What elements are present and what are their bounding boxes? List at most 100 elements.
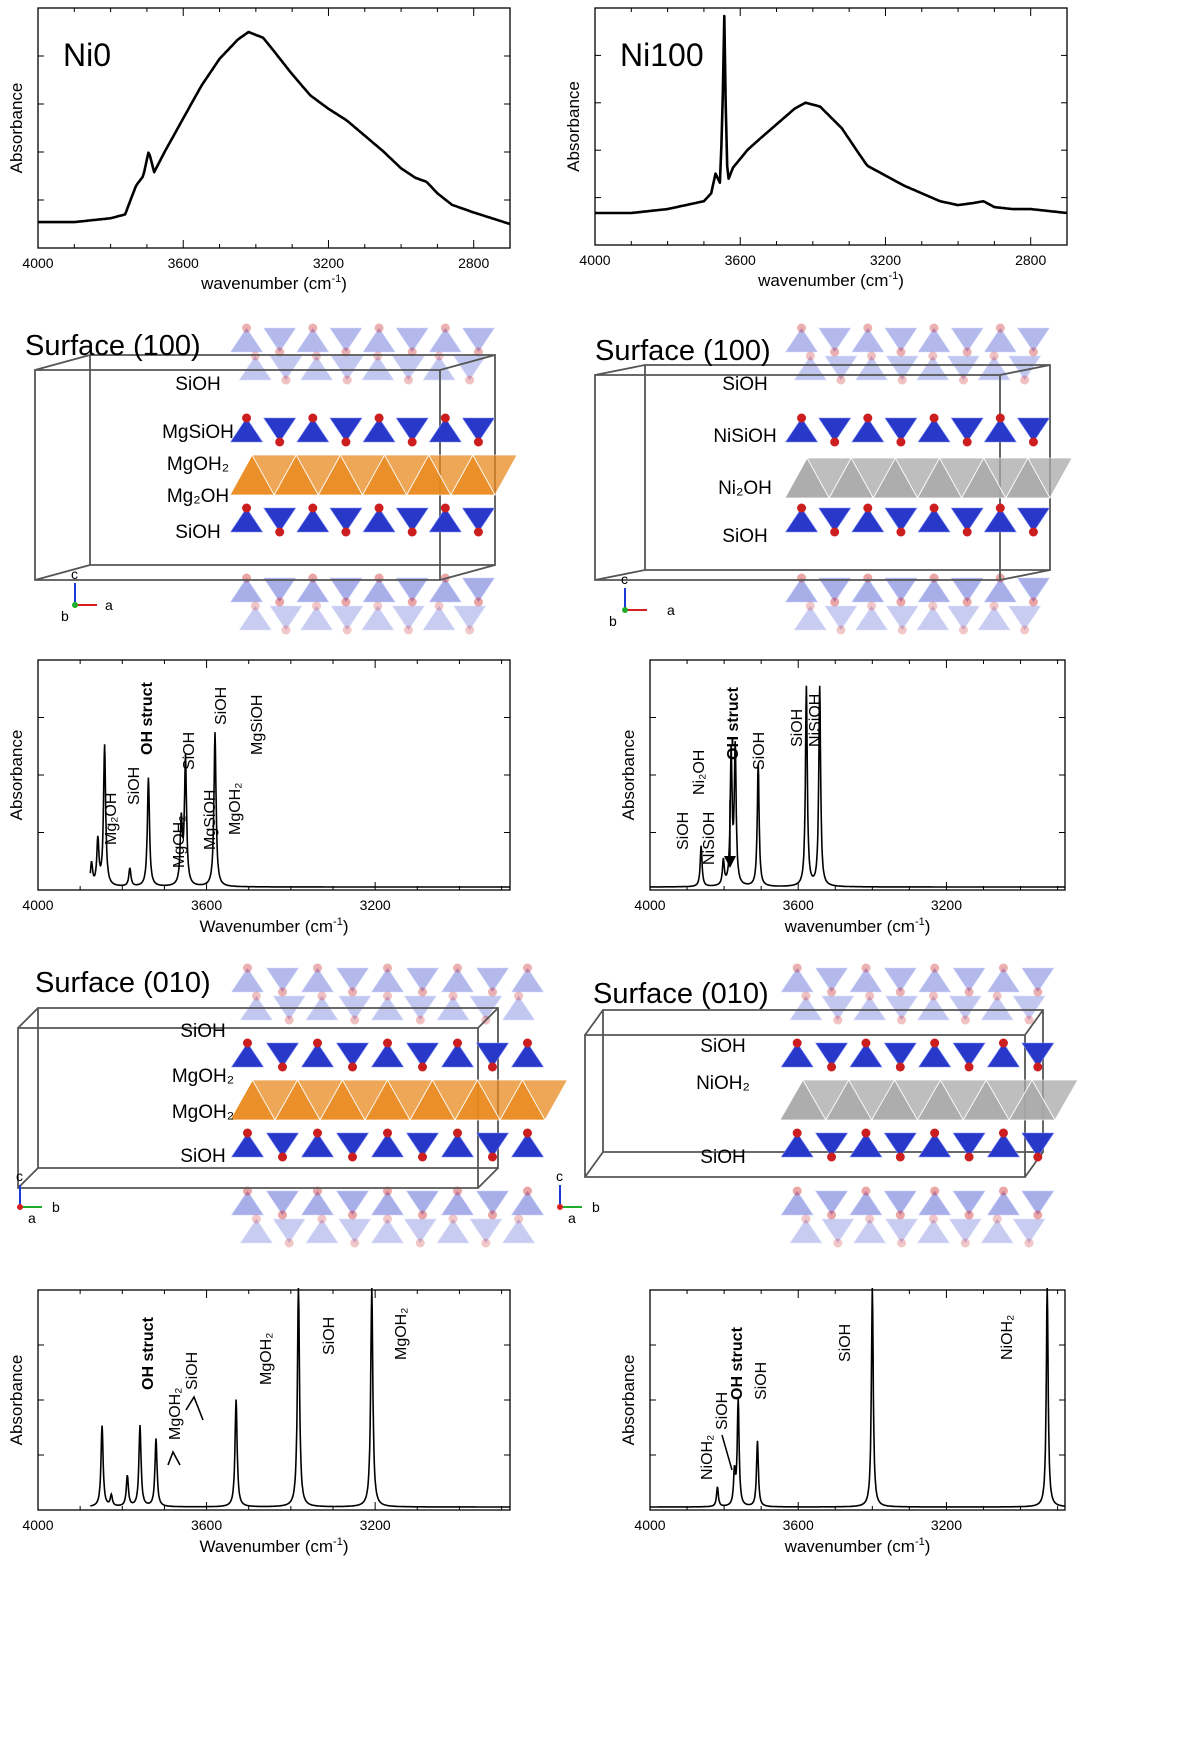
oxygen-atom: [861, 963, 871, 973]
oxygen-atom: [250, 351, 260, 361]
layer-label: SiOH: [722, 374, 767, 395]
sio4-tetrahedron: [461, 417, 495, 443]
sio4-tetrahedron: [300, 1132, 335, 1158]
sio4-tetrahedron: [849, 1042, 883, 1068]
sio4-tetrahedron: [884, 577, 918, 603]
oxygen-atom: [278, 987, 287, 997]
oxygen-atom: [275, 527, 285, 537]
x-axis-title: wavenumber (cm-1): [784, 916, 931, 936]
oxygen-atom: [373, 351, 383, 361]
layer-label: SiOH: [722, 526, 767, 547]
oxygen-atom: [992, 1214, 1002, 1224]
oxygen-atom: [250, 601, 260, 611]
sio4-tetrahedron: [883, 967, 917, 993]
peak-label: MgSiOH: [202, 790, 219, 850]
peak-label: MgOH₂: [167, 1388, 184, 1440]
x-tick-label: 4000: [634, 1517, 665, 1533]
oxygen-atom: [995, 323, 1005, 333]
oxygen-atom: [275, 437, 285, 447]
sio4-tetrahedron: [510, 1190, 545, 1216]
sio4-tetrahedron: [983, 577, 1017, 603]
spectrum-curve: [650, 685, 1065, 888]
c-axis-label: c: [621, 571, 628, 587]
sio4-tetrahedron: [329, 417, 363, 443]
sio4-tetrahedron: [405, 1190, 440, 1216]
sio4-tetrahedron: [980, 1218, 1014, 1244]
sio4-tetrahedron: [422, 605, 456, 631]
oxygen-atom: [1020, 375, 1030, 385]
oxygen-atom: [453, 1038, 462, 1048]
sio4-tetrahedron: [883, 1190, 917, 1216]
sio4-tetrahedron: [815, 967, 849, 993]
sio4-tetrahedron: [818, 507, 852, 533]
peak-label: SiOH: [126, 767, 143, 805]
oxygen-atom: [992, 991, 1002, 1001]
oxygen-atom: [488, 1062, 497, 1072]
sio4-tetrahedron: [335, 1132, 370, 1158]
sio4-tetrahedron: [475, 1190, 510, 1216]
leader-line: [185, 1395, 204, 1421]
octahedron: [472, 454, 518, 496]
oxygen-atom: [374, 573, 384, 583]
oxygen-atom: [863, 573, 873, 583]
oxygen-atom: [929, 503, 939, 513]
oxygen-atom: [465, 625, 475, 635]
sio4-tetrahedron: [818, 417, 852, 443]
spectrum-curve: [90, 1287, 510, 1508]
exp-panel-ni100: 4000 3600 3200 2800 wavenumber (cm-1) Absorba…: [564, 0, 1180, 300]
sio4-tetrahedron: [855, 355, 889, 381]
peak-label: NiSiOH: [807, 694, 824, 747]
sio4-tetrahedron: [475, 1132, 510, 1158]
sio4-tetrahedron: [230, 1190, 265, 1216]
x-tick-label: 3200: [931, 897, 962, 913]
oxygen-atom: [278, 1062, 287, 1072]
peak-label: NiOH₂: [999, 1315, 1016, 1360]
sio4-tetrahedron: [818, 327, 852, 353]
oxygen-atom: [383, 963, 392, 973]
oxygen-atom: [867, 601, 877, 611]
oxygen-atom: [833, 1238, 843, 1248]
sio4-tetrahedron: [263, 507, 297, 533]
oxygen-atom: [383, 1214, 392, 1224]
peak-label: MgOH₂: [258, 1333, 275, 1385]
oxygen-atom: [930, 963, 940, 973]
sio4-tetrahedron: [885, 355, 919, 381]
peak-label: SiOH: [753, 1362, 770, 1400]
oxygen-atom: [863, 413, 873, 423]
sio4-tetrahedron: [1016, 327, 1050, 353]
oxygen-atom: [830, 437, 840, 447]
layer-label: SiOH: [180, 1146, 225, 1167]
sio4-tetrahedron: [362, 507, 396, 533]
sio4-tetrahedron: [916, 995, 950, 1021]
sio4-tetrahedron: [502, 995, 536, 1021]
sio4-tetrahedron: [230, 967, 265, 993]
oxygen-atom: [514, 991, 524, 1001]
sio4-tetrahedron: [793, 355, 827, 381]
oxygen-atom: [797, 503, 807, 513]
oxygen-atom: [801, 1214, 811, 1224]
panel-title: Ni100: [620, 37, 704, 73]
oxygen-atom: [242, 413, 252, 423]
sio4-tetrahedron: [475, 967, 510, 993]
oxygen-atom: [488, 1152, 497, 1162]
leader-line: [721, 1434, 733, 1471]
oxygen-atom: [995, 503, 1005, 513]
sio4-tetrahedron: [265, 1042, 300, 1068]
sio4-tetrahedron: [391, 605, 425, 631]
oxygen-atom: [243, 1038, 252, 1048]
oxygen-atom: [989, 351, 999, 361]
oxygen-atom: [407, 437, 417, 447]
x-axis-title-end: ): [343, 1537, 349, 1556]
oxygen-atom: [962, 527, 972, 537]
sio4-tetrahedron: [785, 577, 819, 603]
sio4-tetrahedron: [851, 507, 885, 533]
oxygen-atom: [350, 1015, 360, 1025]
sio4-tetrahedron: [461, 327, 495, 353]
structure-diagram: Surface (010) SiOH MgOH₂ MgOH₂ SiOH c ba: [16, 963, 569, 1248]
oxygen-atom: [895, 1210, 905, 1220]
layer-label: SiOH: [700, 1147, 745, 1168]
oxygen-atom: [488, 1210, 497, 1220]
peak-label: MgSiOH: [249, 695, 266, 755]
oxygen-atom: [350, 1238, 360, 1248]
sio4-tetrahedron: [785, 417, 819, 443]
